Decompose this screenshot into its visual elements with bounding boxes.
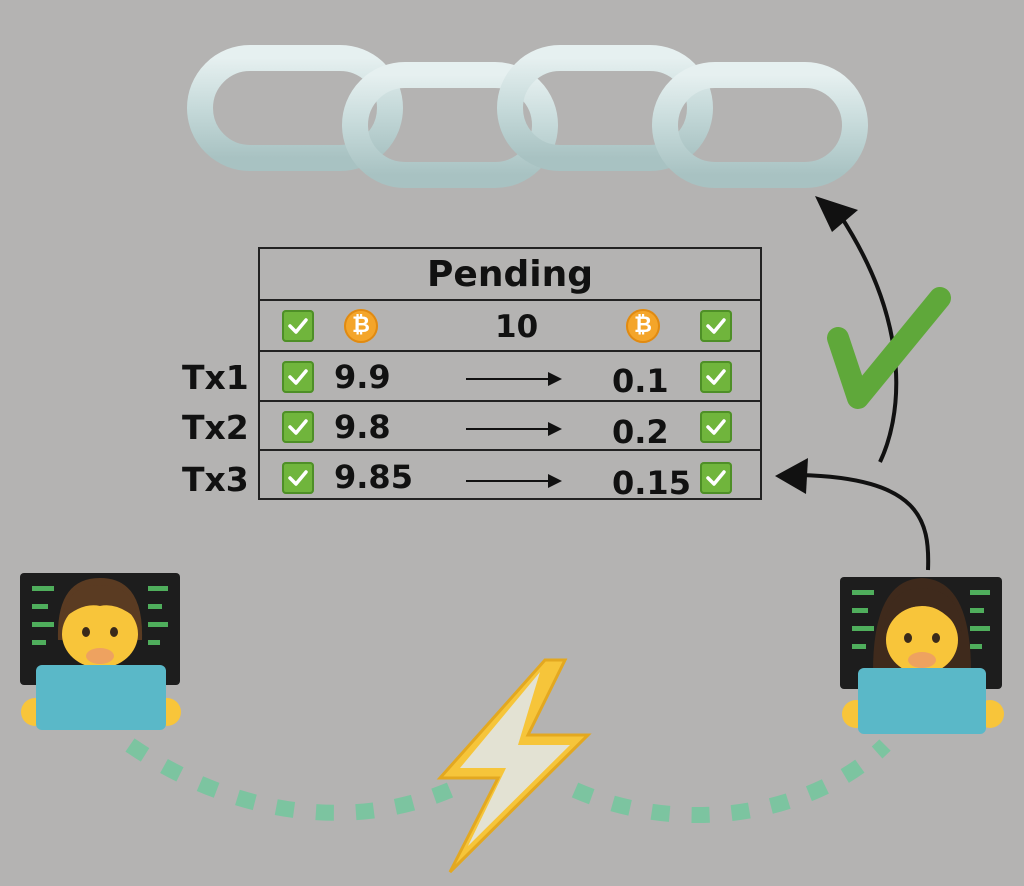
tx-label: Tx1	[182, 358, 249, 397]
table-divider	[260, 449, 760, 451]
tx-label: Tx2	[182, 408, 249, 447]
table-title: Pending	[427, 254, 593, 295]
check-icon	[282, 361, 314, 393]
transfer-arrow	[466, 474, 562, 488]
sent-amount: 9.85	[334, 458, 413, 496]
confirm-arrow	[815, 196, 899, 463]
check-icon	[700, 462, 732, 494]
table-divider	[260, 299, 760, 301]
check-icon	[700, 361, 732, 393]
transfer-arrow	[466, 372, 562, 386]
bitcoin-coin-icon: ₿	[626, 309, 660, 343]
check-icon	[700, 411, 732, 443]
check-icon	[700, 310, 732, 342]
pending-transactions-table	[258, 247, 762, 500]
channel-balance: 10	[495, 309, 539, 345]
received-amount: 0.15	[612, 464, 691, 502]
bitcoin-coin-icon: ₿	[344, 309, 378, 343]
check-icon	[282, 411, 314, 443]
received-amount: 0.2	[612, 413, 669, 451]
table-divider	[260, 350, 760, 352]
sent-amount: 9.9	[334, 358, 391, 396]
check-icon	[282, 310, 314, 342]
received-amount: 0.1	[612, 362, 669, 400]
transfer-arrow	[466, 422, 562, 436]
check-icon	[282, 462, 314, 494]
tx-label: Tx3	[182, 460, 249, 499]
female-technologist-icon	[840, 577, 1004, 734]
green-checkmark-icon	[827, 287, 951, 409]
male-technologist-icon	[20, 573, 181, 730]
sent-amount: 9.8	[334, 408, 391, 446]
table-divider	[260, 400, 760, 402]
chain-icon	[187, 45, 868, 188]
payment-channel-line	[125, 738, 891, 823]
submit-arrow	[775, 458, 931, 571]
